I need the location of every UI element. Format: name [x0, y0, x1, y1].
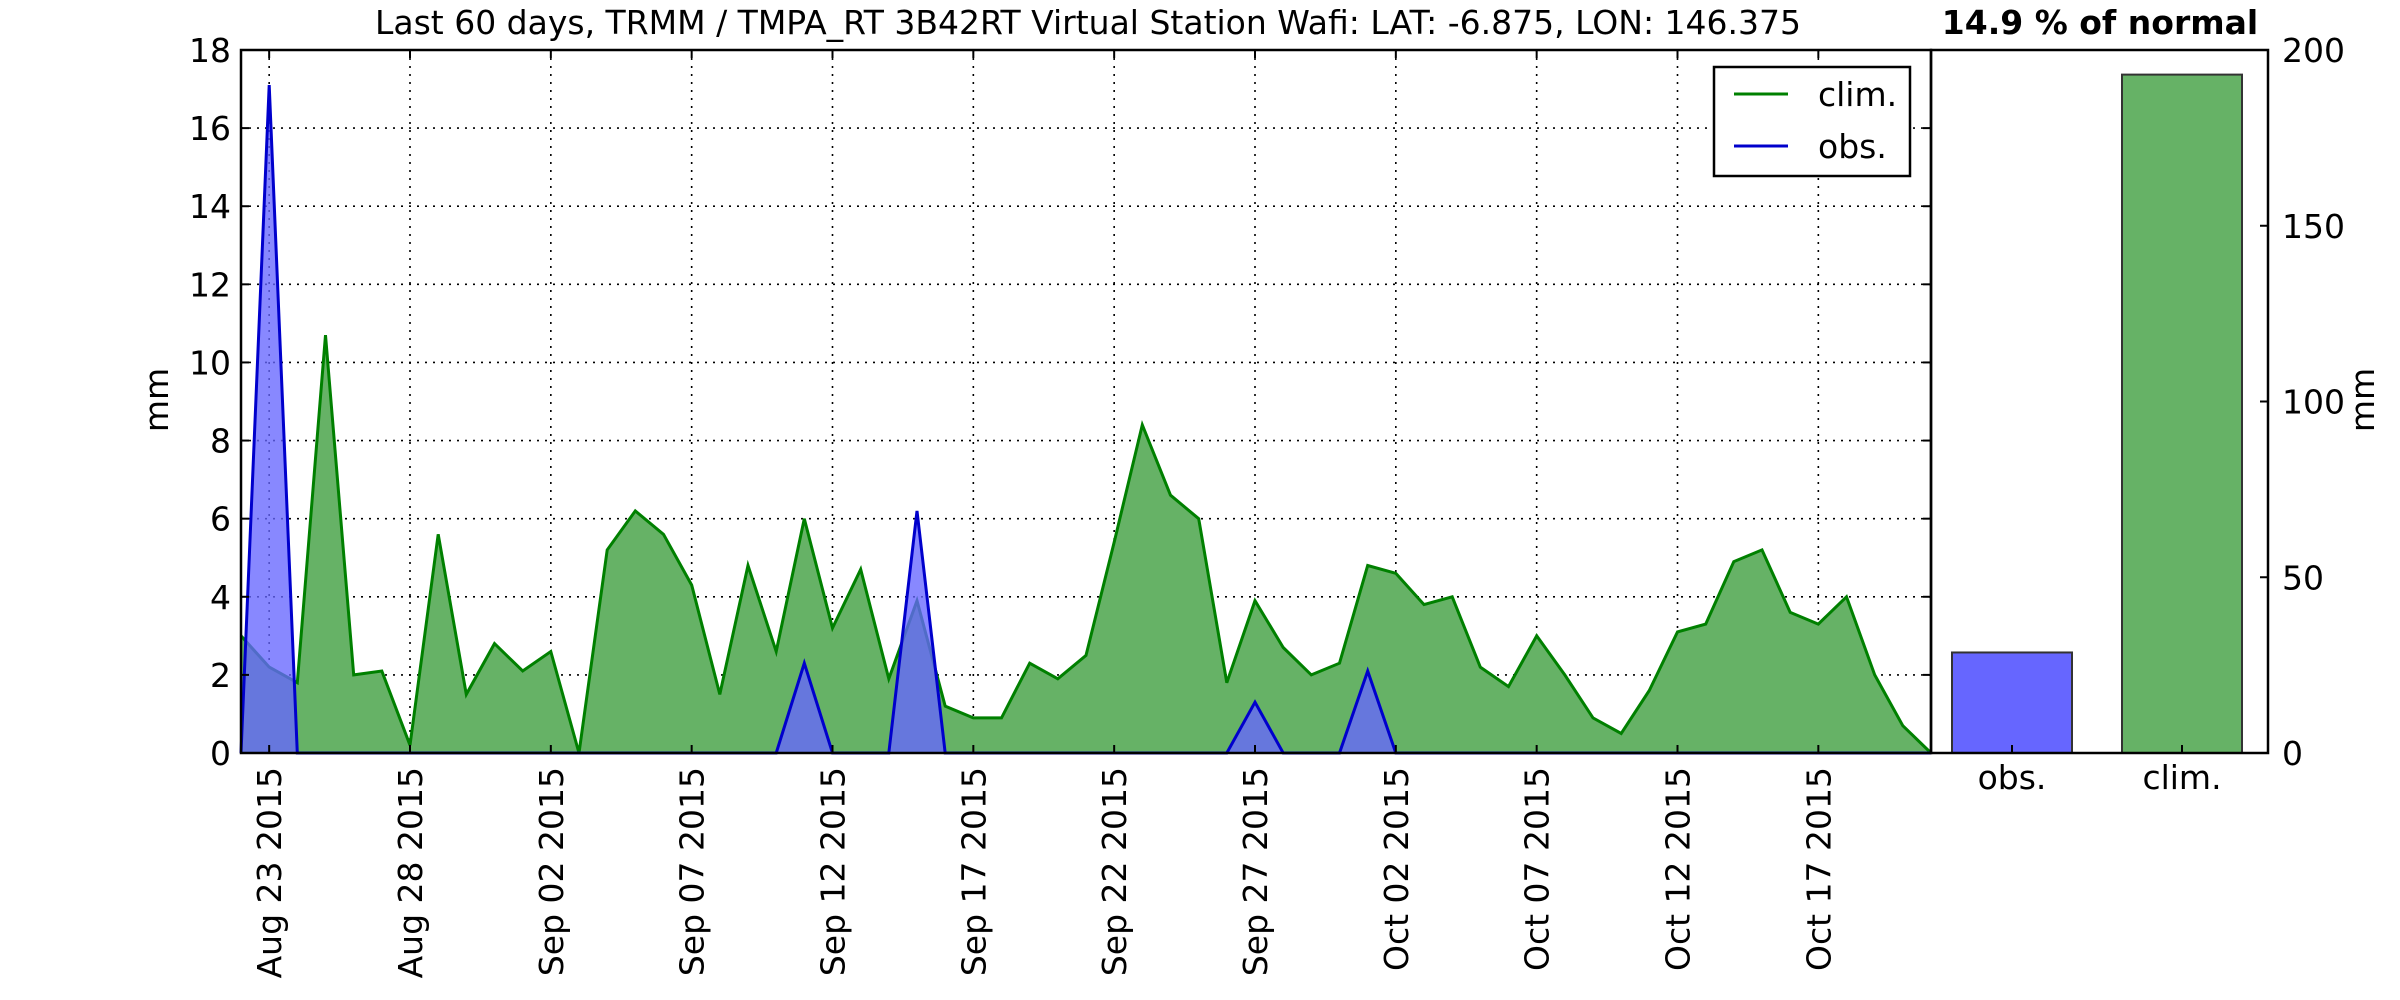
bar-x-tick-label: clim. [2142, 758, 2221, 797]
main-y-tick-label: 4 [210, 578, 231, 617]
main-y-tick-label: 0 [210, 734, 231, 773]
main-x-tick-label: Sep 27 2015 [1236, 767, 1275, 976]
bar-y-tick-label: 50 [2282, 558, 2324, 597]
main-y-tick-label: 10 [189, 343, 231, 382]
bar-y-tick-label: 200 [2282, 31, 2345, 70]
main-x-tick-label: Sep 17 2015 [954, 767, 993, 976]
main-x-tick-label: Oct 07 2015 [1518, 767, 1557, 971]
main-y-tick-label: 12 [189, 265, 231, 304]
main-y-axis-label: mm [137, 368, 176, 432]
bar-y-tick-label: 100 [2282, 383, 2345, 422]
main-y-tick-label: 2 [210, 656, 231, 695]
main-x-tick-label: Sep 22 2015 [1095, 767, 1134, 976]
bar-y-tick-label: 0 [2282, 734, 2303, 773]
series-area-clim [241, 335, 1931, 753]
series-line-clim [239, 334, 1933, 755]
main-x-tick-label: Sep 02 2015 [532, 767, 571, 976]
bar-x-tick-label: obs. [1978, 758, 2047, 797]
legend-box [1712, 65, 1912, 178]
main-axes: 0 2 4 6 8 10 12 14 16 18 Aug 23 2015 Aug 28 2015 Sep… [189, 31, 1933, 978]
main-x-tick-label: Sep 07 2015 [673, 767, 712, 976]
main-x-tick-label: Sep 12 2015 [814, 767, 853, 976]
main-x-tick-label: Aug 28 2015 [391, 767, 430, 978]
percent-of-normal-title: 14.9 % of normal [1942, 3, 2258, 42]
main-x-tick-label: Oct 12 2015 [1659, 767, 1698, 971]
bar-plot-frame [1929, 48, 2270, 755]
bar-y-tick-label: 150 [2282, 207, 2345, 246]
main-x-tick-label: Oct 17 2015 [1799, 767, 1838, 971]
main-chart-title: Last 60 days, TRMM / TMPA_RT 3B42RT Virt… [375, 3, 1801, 42]
main-y-tick-label: 14 [189, 187, 231, 226]
main-y-tick-label: 16 [189, 109, 231, 148]
bar-clim [2121, 73, 2243, 755]
legend-label-clim: clim. [1818, 75, 1897, 114]
bar-plot-area: obs. clim. 0 50 100 150 200 [1929, 31, 2345, 797]
main-y-tick-label: 6 [210, 500, 231, 539]
main-y-tick-label: 8 [210, 422, 231, 461]
bar-y-axis-label: mm [2343, 368, 2382, 432]
main-x-tick-label: Aug 23 2015 [250, 767, 289, 978]
main-x-tick-label: Oct 02 2015 [1377, 767, 1416, 971]
legend-label-obs: obs. [1818, 127, 1887, 166]
legend: clim. obs. [1712, 65, 1912, 178]
bar-obs [1951, 651, 2073, 755]
main-y-tick-label: 18 [189, 31, 231, 70]
